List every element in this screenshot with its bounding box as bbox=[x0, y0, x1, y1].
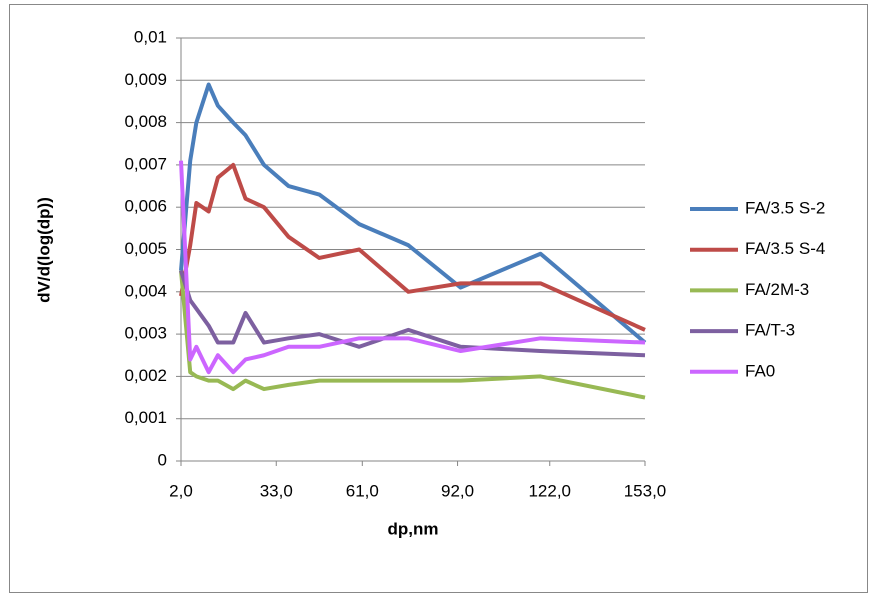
y-tick-label: 0,004 bbox=[124, 281, 167, 300]
y-axis-title: dV/d(log(dp)) bbox=[34, 197, 53, 303]
x-tick-label: 153,0 bbox=[624, 481, 667, 500]
y-tick-label: 0,01 bbox=[134, 27, 167, 46]
y-tick-label: 0,005 bbox=[124, 239, 167, 258]
x-tick-label: 122,0 bbox=[528, 481, 571, 500]
legend-label: FA/2M-3 bbox=[745, 280, 809, 299]
y-tick-label: 0,009 bbox=[124, 70, 167, 89]
x-tick-label: 33,0 bbox=[260, 481, 293, 500]
legend-label: FA0 bbox=[745, 361, 775, 380]
y-tick-label: 0,007 bbox=[124, 154, 167, 173]
legend-label: FA/3.5 S-2 bbox=[745, 198, 825, 217]
series-line bbox=[179, 160, 646, 375]
series-line bbox=[179, 270, 646, 400]
y-tick-label: 0,002 bbox=[124, 366, 167, 385]
y-tick-label: 0,008 bbox=[124, 112, 167, 131]
x-tick-label: 61,0 bbox=[346, 481, 379, 500]
legend-label: FA/3.5 S-4 bbox=[745, 239, 825, 258]
legend-label: FA/T-3 bbox=[745, 321, 795, 340]
y-tick-label: 0,003 bbox=[124, 324, 167, 343]
x-tick-label: 92,0 bbox=[441, 481, 474, 500]
series-line bbox=[179, 270, 646, 358]
chart-border bbox=[9, 4, 868, 593]
y-tick-label: 0,006 bbox=[124, 197, 167, 216]
y-tick-label: 0 bbox=[158, 450, 167, 469]
x-axis-title: dp,nm bbox=[388, 519, 439, 538]
series-line bbox=[179, 162, 646, 332]
series-line bbox=[179, 82, 647, 345]
y-tick-label: 0,001 bbox=[124, 408, 167, 427]
x-tick-label: 2,0 bbox=[169, 481, 193, 500]
